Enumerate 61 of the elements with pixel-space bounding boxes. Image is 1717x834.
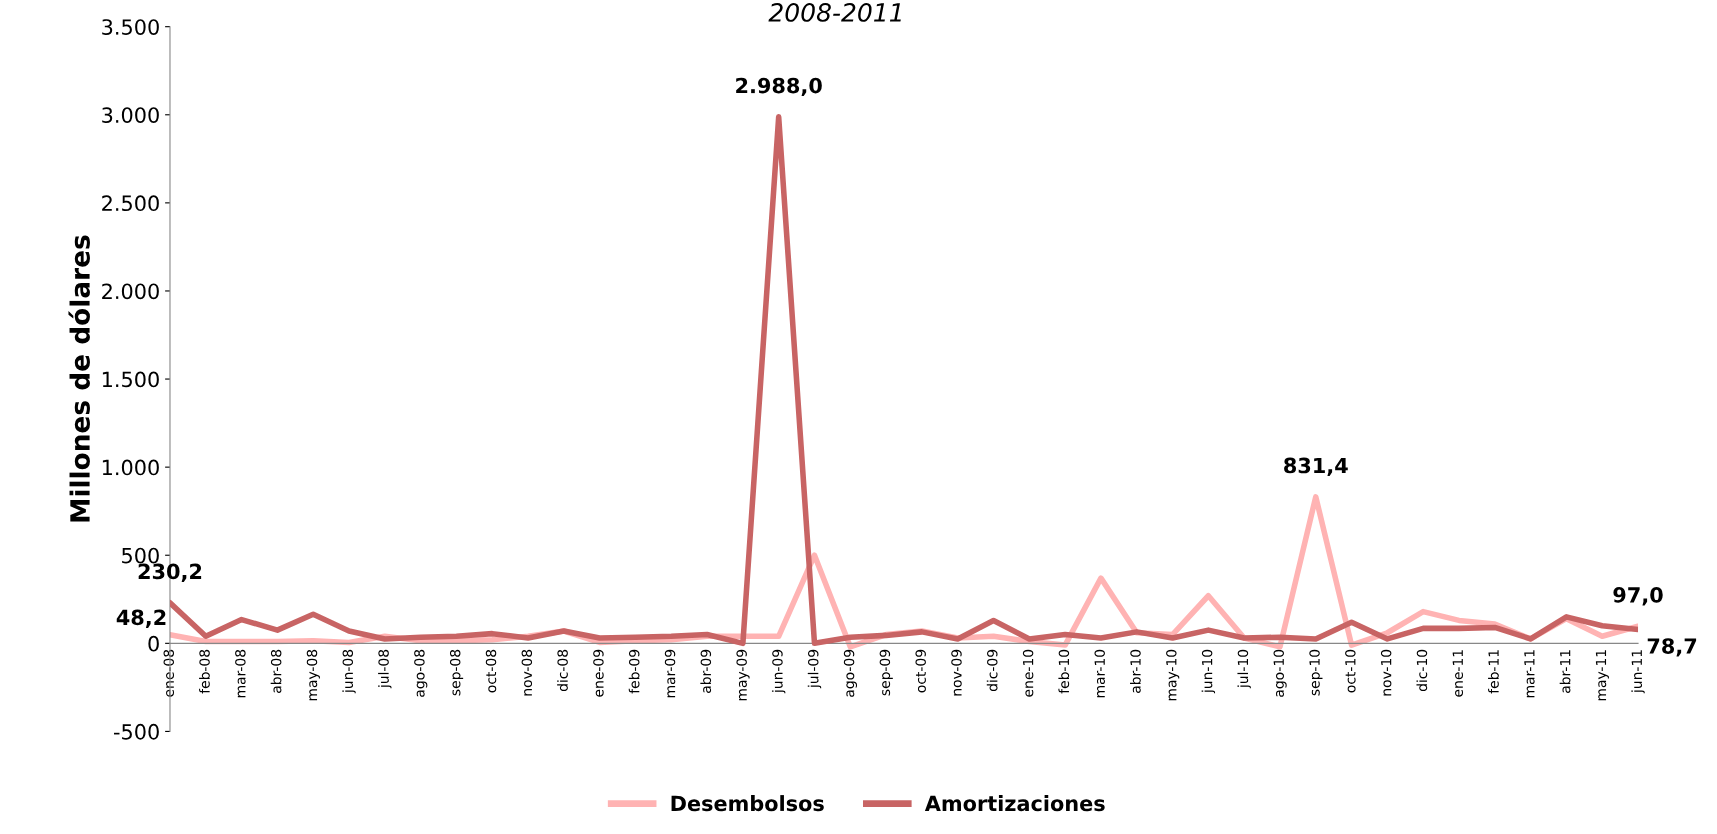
- x-tick-label: mar-10: [1094, 649, 1105, 698]
- data-label: 97,0: [1613, 587, 1663, 606]
- x-tick-label: jun-10: [1201, 649, 1216, 694]
- x-tick-label: abr-08: [270, 649, 282, 693]
- x-tick-label: feb-09: [628, 649, 640, 694]
- chart-title: 2008-2011: [768, 2, 901, 22]
- y-tick-label: 1.000: [102, 459, 159, 476]
- legend-label: Amortizaciones: [924, 795, 1105, 812]
- x-tick-label: nov-10: [1380, 649, 1392, 696]
- y-tick-label: 1.500: [102, 371, 159, 388]
- y-tick-label: 0: [148, 635, 159, 652]
- x-tick-label: may-08: [306, 649, 320, 701]
- y-axis-title: Millones de dólares: [68, 235, 90, 522]
- data-label: 78,7: [1647, 638, 1697, 657]
- x-tick-label: ene-08: [163, 649, 175, 697]
- x-tick-label: ago-08: [414, 649, 428, 697]
- y-tick-label: 3.500: [102, 19, 159, 35]
- x-tick-label: jul-09: [807, 649, 822, 689]
- x-tick-label: may-10: [1166, 649, 1180, 701]
- x-tick-label: may-09: [736, 649, 750, 701]
- x-tick-label: jul-10: [1237, 649, 1251, 689]
- y-tick-label: 2.500: [102, 195, 159, 212]
- x-tick-label: ene-09: [593, 649, 604, 697]
- x-tick-label: feb-08: [199, 649, 210, 694]
- x-tick-label: dic-08: [557, 649, 568, 692]
- x-tick-label: jun-08: [342, 649, 356, 694]
- y-tick-label: 3.000: [102, 107, 159, 123]
- x-tick-label: may-11: [1595, 650, 1609, 701]
- x-tick-label: nov-08: [521, 649, 533, 696]
- x-tick-label: oct-09: [915, 649, 926, 693]
- x-tick-label: mar-11: [1524, 650, 1535, 698]
- x-tick-label: oct-10: [1345, 649, 1356, 693]
- y-tick-label: -500: [114, 723, 159, 740]
- x-tick-label: mar-08: [235, 649, 246, 698]
- data-label: 2.988,0: [736, 77, 822, 97]
- data-label: 48,2: [116, 609, 166, 628]
- x-tick-label: abr-11: [1559, 650, 1571, 693]
- legend-label: Desembolsos: [671, 795, 824, 812]
- x-tick-label: feb-10: [1058, 649, 1070, 694]
- x-tick-label: ene-10: [1022, 649, 1034, 697]
- x-tick-label: abr-10: [1130, 649, 1141, 693]
- x-tick-label: ago-10: [1273, 649, 1287, 697]
- x-tick-label: dic-09: [986, 649, 998, 692]
- x-tick-label: sep-08: [449, 649, 464, 696]
- x-tick-label: ago-09: [843, 649, 858, 697]
- data-label: 831,4: [1284, 457, 1348, 477]
- x-tick-label: abr-09: [700, 649, 712, 693]
- x-tick-label: jun-09: [771, 649, 786, 694]
- data-label: 230,2: [138, 563, 202, 582]
- y-tick-label: 500: [122, 547, 159, 564]
- x-tick-label: sep-10: [1309, 649, 1323, 696]
- x-tick-label: mar-09: [664, 649, 676, 698]
- x-tick-label: jul-08: [378, 649, 392, 689]
- x-tick-label: ene-11: [1452, 650, 1464, 697]
- x-tick-label: dic-10: [1416, 649, 1428, 692]
- x-tick-label: oct-08: [485, 649, 497, 693]
- x-tick-label: feb-11: [1488, 650, 1499, 694]
- x-tick-label: nov-09: [951, 649, 962, 696]
- x-tick-label: jun-11: [1631, 650, 1645, 694]
- y-tick-label: 2.000: [102, 283, 159, 300]
- x-tick-label: sep-09: [879, 649, 893, 696]
